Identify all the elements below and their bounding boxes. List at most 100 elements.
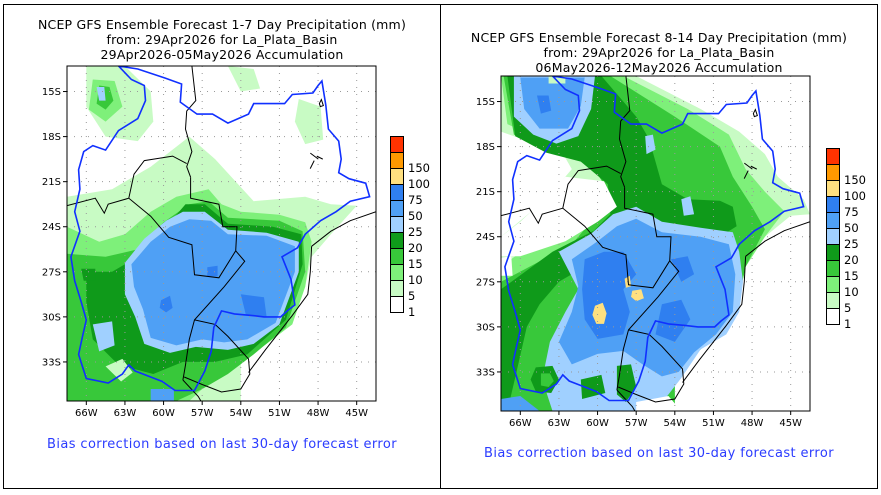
- panel-title: NCEP GFS Ensemble Forecast 1-7 Day Preci…: [4, 17, 440, 62]
- reservoir-outline: [752, 108, 758, 118]
- reservoir-outline: [743, 162, 757, 179]
- legend-label: 100: [844, 189, 866, 203]
- title-line-3: 06May2026-12May2026 Accumulation: [535, 60, 783, 75]
- title-line-2: from: 29Apr2026 for La_Plata_Basin: [543, 45, 775, 60]
- precip-contour: [537, 95, 552, 114]
- legend-label: 25: [408, 225, 423, 239]
- border-line: [616, 389, 636, 411]
- legend-swatch: [826, 196, 840, 213]
- lon-tick-label: 45W: [345, 408, 368, 419]
- legend-swatch: [826, 244, 840, 261]
- lat-tick-label: 24S: [476, 232, 495, 243]
- legend-swatch: [826, 276, 840, 293]
- precip-field: [67, 66, 376, 401]
- country-borders: [67, 66, 376, 401]
- lon-tick-label: 60W: [586, 418, 609, 429]
- precipitation-map-week2: 15S 18S 21S 24S 27S 30S 33S 66W 63W 60W 57W 54W 51W 4…: [476, 75, 811, 429]
- precip-contour: [540, 373, 554, 387]
- legend-swatch: [390, 296, 404, 313]
- lon-tick-label: 57W: [625, 418, 648, 429]
- legend-label: 15: [408, 257, 423, 271]
- lon-tick-label: 66W: [75, 408, 98, 419]
- lat-tick-label: 18S: [476, 142, 495, 153]
- lat-tick-label: 33S: [42, 357, 61, 368]
- bias-correction-note: Bias correction based on last 30-day for…: [47, 437, 397, 452]
- legend-swatch: [826, 292, 840, 309]
- border-line: [618, 76, 631, 188]
- lat-tick-label: 21S: [42, 177, 61, 188]
- precip-contour: [240, 294, 267, 317]
- lon-tick-label: 57W: [191, 408, 214, 419]
- lat-tick-label: 30S: [42, 312, 61, 323]
- lat-tick-label: 33S: [476, 367, 495, 378]
- lon-tick-label: 48W: [741, 418, 764, 429]
- legend-label: 1: [844, 317, 852, 331]
- la-plata-basin-outline: [70, 66, 371, 392]
- legend-label: 75: [844, 205, 859, 219]
- lat-tick-label: 18S: [42, 132, 61, 143]
- lon-tick-label: 54W: [230, 408, 253, 419]
- legend-swatch: [390, 136, 404, 153]
- legend-label: 5: [408, 289, 416, 303]
- legend-label: 1: [408, 305, 416, 319]
- legend-swatch: [826, 212, 840, 229]
- precip-contour: [671, 256, 695, 282]
- legend-label: 100: [408, 177, 430, 191]
- precip-contour: [207, 265, 218, 277]
- precip-contour: [294, 99, 324, 145]
- graticule: [501, 76, 810, 411]
- border-line: [67, 197, 129, 215]
- lat-tick-label: 27S: [476, 277, 495, 288]
- precip-contour: [92, 321, 115, 352]
- precip-contour: [631, 289, 644, 302]
- legend-label: 20: [408, 241, 423, 255]
- lon-tick-label: 60W: [152, 408, 175, 419]
- legend-swatch: [390, 200, 404, 217]
- border-line: [618, 329, 685, 403]
- border-line: [682, 256, 747, 383]
- legend-swatch: [390, 280, 404, 297]
- border-line: [501, 207, 563, 225]
- legend-label: 5: [844, 301, 852, 315]
- legend-label: 150: [844, 173, 866, 187]
- forecast-panel-week2: NCEP GFS Ensemble Forecast 8-14 Day Prec…: [440, 4, 878, 489]
- precip-contour: [227, 66, 261, 92]
- legend-swatch: [390, 232, 404, 249]
- lon-tick-label: 51W: [268, 408, 291, 419]
- legend-label: 75: [408, 193, 423, 207]
- lon-tick-label: 63W: [548, 418, 571, 429]
- precip-contour: [105, 358, 133, 382]
- title-line-2: from: 29Apr2026 for La_Plata_Basin: [106, 32, 338, 47]
- lat-tick-label: 30S: [476, 322, 495, 333]
- precip-contour: [150, 389, 174, 401]
- reservoir-outline: [309, 152, 323, 169]
- lon-tick-label: 48W: [307, 408, 330, 419]
- lon-tick-label: 63W: [114, 408, 137, 419]
- forecast-panel-week1: NCEP GFS Ensemble Forecast 1-7 Day Preci…: [3, 4, 441, 489]
- map-frame: [500, 75, 811, 412]
- border-line: [562, 165, 672, 289]
- legend-label: 15: [844, 269, 859, 283]
- legend-label: 50: [844, 221, 859, 235]
- precip-contour: [96, 87, 106, 101]
- legend-label: 150: [408, 161, 430, 175]
- border-line: [128, 155, 238, 279]
- legend-swatch: [826, 260, 840, 277]
- precip-contour: [501, 396, 540, 411]
- legend-label: 50: [408, 209, 423, 223]
- title-line-1: NCEP GFS Ensemble Forecast 8-14 Day Prec…: [470, 30, 848, 45]
- legend-label: 10: [844, 285, 859, 299]
- border-line: [311, 211, 376, 247]
- la-plata-basin-outline: [504, 76, 805, 402]
- border-line: [745, 221, 810, 257]
- bias-correction-note: Bias correction based on last 30-day for…: [484, 446, 834, 461]
- legend-swatch: [826, 164, 840, 181]
- precip-contour: [501, 256, 513, 276]
- panel-title: NCEP GFS Ensemble Forecast 8-14 Day Prec…: [441, 30, 877, 75]
- lat-tick-label: 15S: [42, 87, 61, 98]
- lat-tick-label: 27S: [42, 267, 61, 278]
- legend-label: 20: [844, 253, 859, 267]
- border-line: [184, 66, 197, 178]
- lat-tick-label: 24S: [42, 222, 61, 233]
- legend-swatch: [826, 228, 840, 245]
